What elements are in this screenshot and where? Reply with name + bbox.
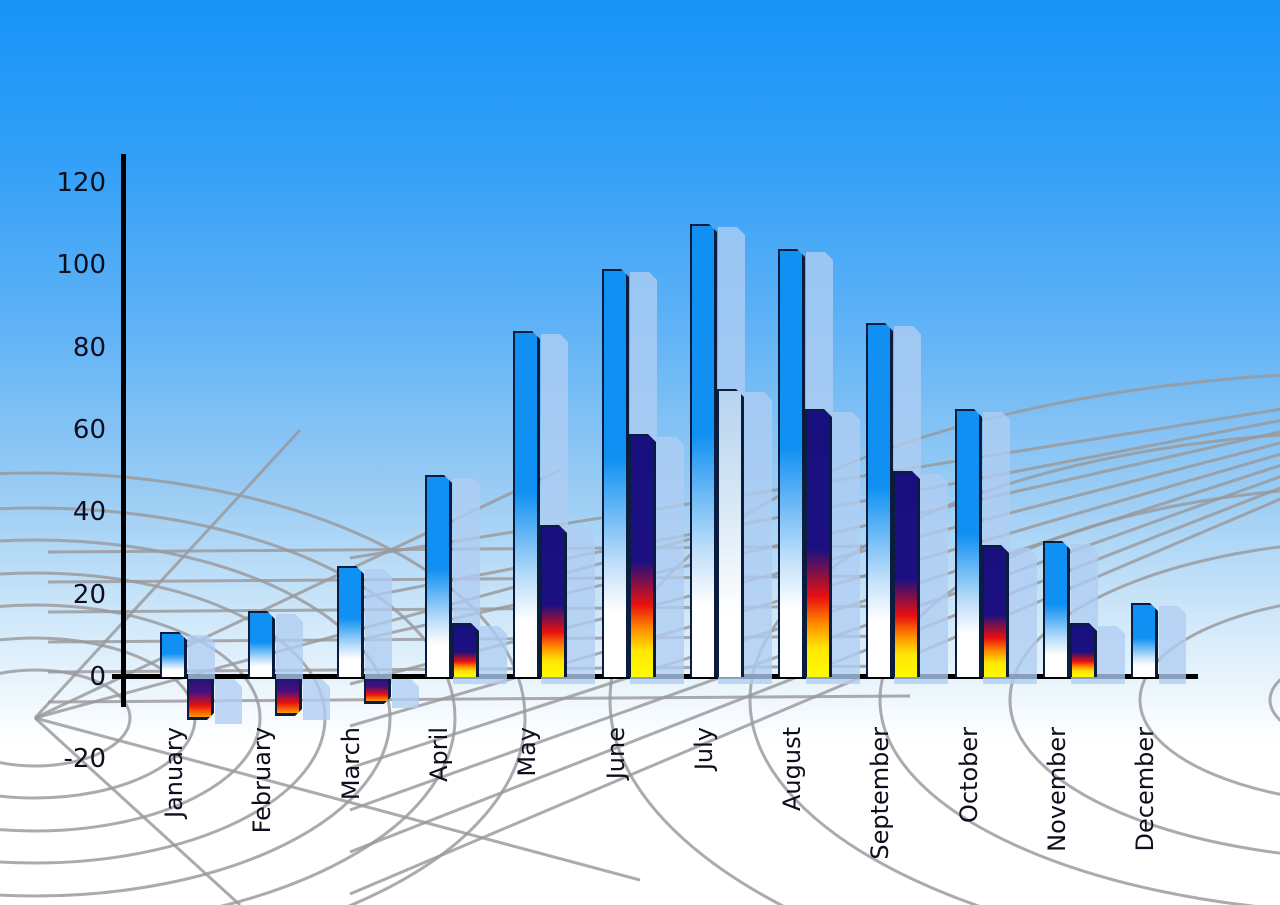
secondary-bar-august bbox=[805, 409, 832, 677]
y-tick-label-60: 60 bbox=[72, 415, 106, 445]
secondary-bar-shadow-july bbox=[745, 392, 772, 684]
x-tick-label-february: February bbox=[248, 727, 276, 834]
x-tick-label-august: August bbox=[778, 727, 806, 811]
y-tick-label-0: 0 bbox=[89, 662, 106, 692]
primary-bar-july bbox=[690, 224, 717, 677]
secondary-bar-november bbox=[1070, 623, 1097, 677]
primary-bar-shadow-february bbox=[276, 614, 303, 684]
secondary-bar-june bbox=[629, 434, 656, 677]
x-tick-label-november: November bbox=[1043, 727, 1071, 852]
primary-bar-may bbox=[513, 331, 540, 677]
primary-bar-april bbox=[425, 475, 452, 677]
x-tick-label-july: July bbox=[690, 727, 718, 771]
y-tick-label-80: 80 bbox=[72, 333, 106, 363]
x-tick-label-september: September bbox=[866, 727, 894, 860]
x-tick-label-march: March bbox=[337, 727, 365, 801]
primary-bar-november bbox=[1043, 541, 1070, 677]
secondary-bar-shadow-june bbox=[657, 437, 684, 684]
y-tick-label--20: -20 bbox=[63, 744, 106, 774]
primary-bar-shadow-march bbox=[365, 569, 392, 684]
primary-bar-shadow-december bbox=[1159, 606, 1186, 684]
primary-bar-june bbox=[602, 269, 629, 677]
x-tick-label-december: December bbox=[1131, 727, 1159, 852]
x-tick-label-june: June bbox=[602, 727, 630, 780]
y-tick-label-120: 120 bbox=[56, 168, 106, 198]
secondary-bar-shadow-february bbox=[303, 679, 330, 720]
secondary-bar-shadow-september bbox=[921, 474, 948, 684]
secondary-bar-shadow-march bbox=[392, 679, 419, 708]
x-tick-label-january: January bbox=[160, 727, 188, 818]
secondary-bar-october bbox=[982, 545, 1009, 677]
secondary-bar-shadow-january bbox=[215, 679, 242, 724]
secondary-bar-april bbox=[452, 623, 479, 677]
x-tick-label-may: May bbox=[513, 727, 541, 777]
x-tick-label-october: October bbox=[955, 727, 983, 824]
primary-bar-march bbox=[337, 566, 364, 677]
y-tick-label-20: 20 bbox=[72, 580, 106, 610]
secondary-bar-shadow-october bbox=[1010, 548, 1037, 684]
x-tick-label-april: April bbox=[425, 727, 453, 782]
secondary-bar-july bbox=[717, 389, 744, 677]
secondary-bar-may bbox=[540, 525, 567, 677]
secondary-bar-march bbox=[364, 679, 391, 704]
secondary-bar-september bbox=[893, 471, 920, 677]
secondary-bar-february bbox=[275, 679, 302, 716]
secondary-bar-shadow-august bbox=[833, 412, 860, 684]
secondary-bar-shadow-may bbox=[568, 528, 595, 684]
secondary-bar-january bbox=[187, 679, 214, 720]
primary-bar-december bbox=[1131, 603, 1158, 677]
primary-bar-january bbox=[160, 632, 187, 677]
primary-bar-october bbox=[955, 409, 982, 677]
primary-bar-shadow-january bbox=[188, 635, 215, 684]
primary-bar-august bbox=[778, 249, 805, 677]
y-tick-label-100: 100 bbox=[56, 250, 106, 280]
secondary-bar-shadow-november bbox=[1098, 626, 1125, 684]
y-tick-label-40: 40 bbox=[72, 497, 106, 527]
primary-bar-september bbox=[866, 323, 893, 677]
y-axis-line bbox=[121, 154, 126, 707]
primary-bar-february bbox=[248, 611, 275, 677]
secondary-bar-shadow-april bbox=[480, 626, 507, 684]
